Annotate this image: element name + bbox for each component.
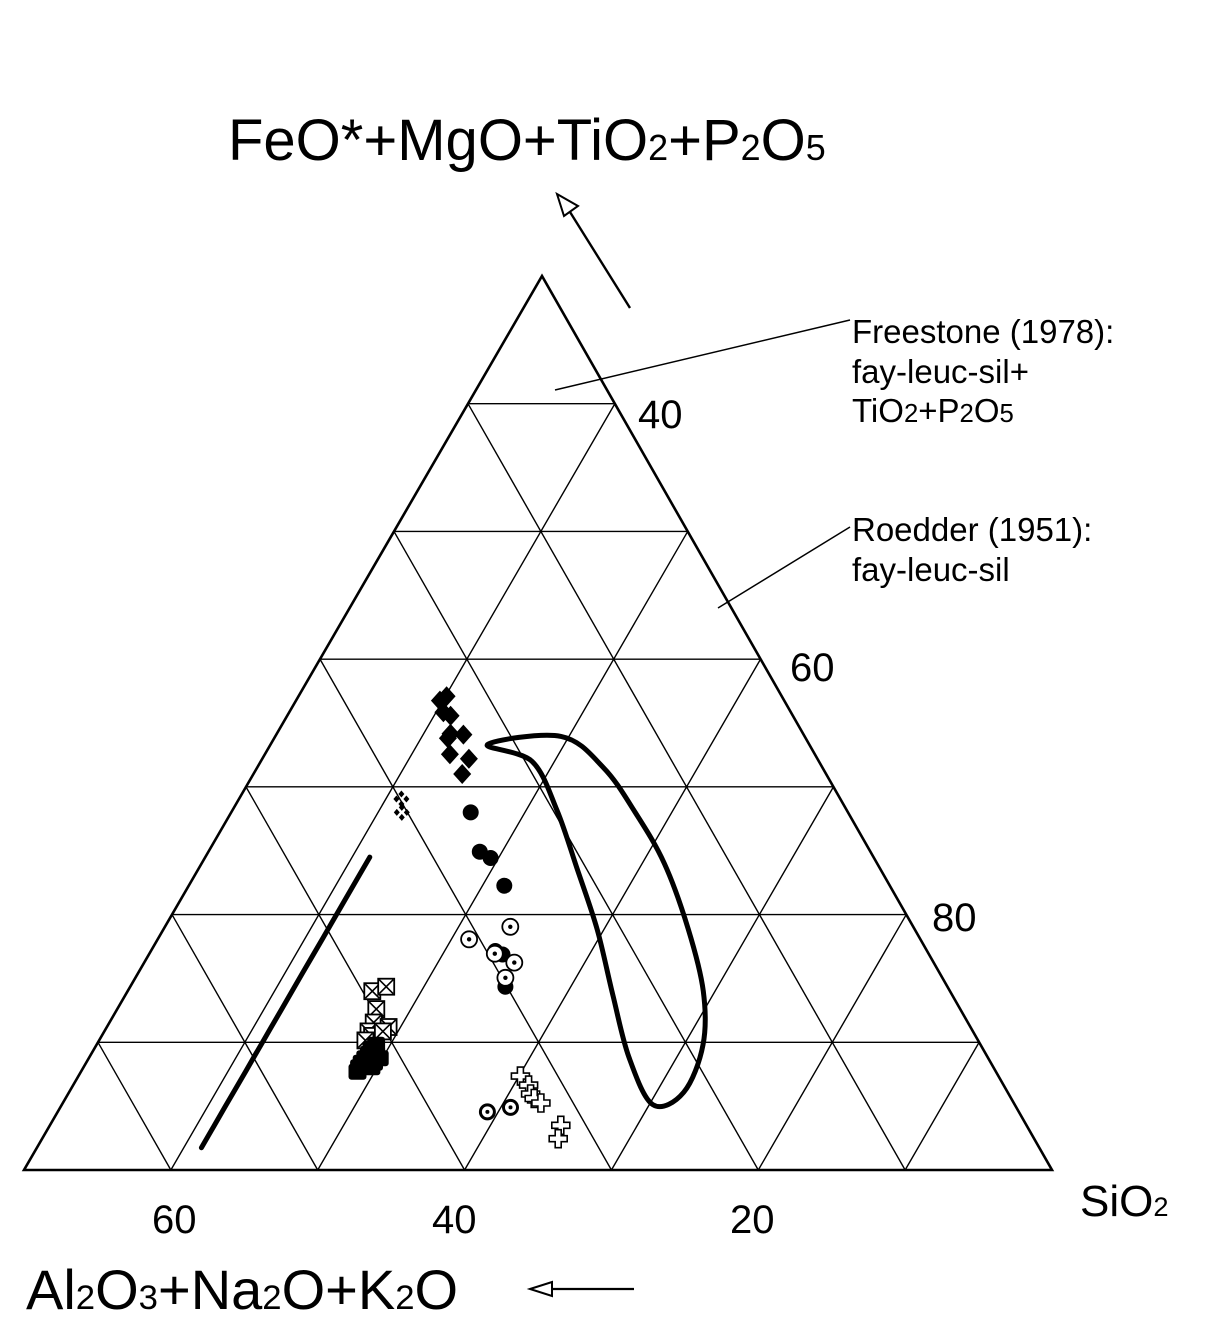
top-tick-label: 40	[638, 393, 683, 437]
cluster-diamond	[403, 808, 410, 816]
data-point	[550, 1115, 571, 1136]
data-point	[531, 1093, 551, 1113]
grid-line-left	[171, 914, 319, 1171]
center-dot	[512, 960, 517, 965]
annotation-line: TiO2+P2O5	[852, 392, 1014, 430]
left-tick-label: 60	[152, 1198, 197, 1242]
box-cross	[378, 979, 394, 995]
data-point	[440, 744, 459, 765]
data-point	[485, 944, 504, 963]
grid-line-right	[904, 1041, 980, 1171]
data-point	[441, 705, 460, 726]
annotation-leaders	[554, 319, 851, 609]
square-marker	[348, 1063, 367, 1080]
data-point	[370, 1050, 389, 1067]
cluster-diamond	[398, 803, 405, 811]
data-point	[502, 1098, 519, 1116]
grid-line-left	[245, 786, 466, 1171]
annotation-line: fay-leuc-sil+	[852, 352, 1029, 390]
cluster-diamond	[398, 790, 405, 798]
roedder-annotation: Roedder (1951): fay-leuc-sil	[852, 510, 1092, 589]
data-point	[393, 790, 410, 808]
data-point	[460, 930, 479, 949]
cluster-diamond	[403, 795, 410, 803]
diamond-marker	[437, 686, 456, 707]
left-tick-label: 20	[730, 1198, 775, 1242]
circle-marker	[482, 850, 499, 866]
freestone-leader-line	[554, 319, 851, 391]
grid-line-left	[319, 658, 613, 1171]
diamond-marker	[453, 764, 472, 784]
data-point	[496, 877, 513, 894]
data-point	[373, 1022, 392, 1041]
ternary-grid	[97, 403, 980, 1171]
freestone-curve	[198, 854, 373, 1151]
top-tick-label: 80	[932, 896, 977, 940]
data-point	[459, 748, 478, 769]
cluster-diamond	[393, 808, 400, 816]
center-dot	[503, 975, 508, 980]
circle-marker	[496, 877, 513, 894]
data-point	[501, 917, 520, 936]
data-point	[482, 850, 499, 866]
data-point	[505, 953, 524, 972]
data-point	[548, 1128, 569, 1149]
grid-line-left	[393, 531, 759, 1171]
diamond-marker	[438, 728, 457, 749]
top-axis-arrowhead	[555, 191, 580, 218]
data-point	[454, 724, 473, 745]
data-point	[462, 804, 479, 821]
circle-marker	[462, 804, 479, 821]
annotation-line: Roedder (1951):	[852, 511, 1093, 548]
left-axis-label: Al2O3+Na2O+K2O	[26, 1258, 459, 1321]
left-tick-label: 40	[432, 1198, 477, 1242]
diamond-marker	[441, 705, 460, 726]
grid-line-left	[97, 1041, 172, 1171]
data-point	[437, 686, 456, 707]
ternary-frame	[21, 273, 1055, 1172]
left-axis-arrowhead	[526, 1280, 553, 1298]
data-point	[348, 1063, 367, 1080]
triangle-outline	[21, 273, 1055, 1172]
annotation-line: fay-leuc-sil	[852, 550, 1010, 588]
plus-marker	[550, 1115, 571, 1136]
plus-marker	[531, 1093, 551, 1113]
center-dot	[466, 937, 472, 942]
box-cross	[375, 1023, 391, 1039]
box-cross	[364, 983, 380, 999]
square-marker	[370, 1050, 389, 1067]
grid-line-right	[463, 658, 762, 1171]
data-point	[438, 728, 457, 749]
top-axis-arrow-shaft	[568, 211, 632, 309]
top-axis-label: FeO*+MgO+TiO2+P2O5	[228, 108, 826, 173]
center-dot	[508, 924, 513, 929]
center-dot	[492, 951, 497, 956]
center-dot	[508, 1105, 513, 1110]
freestone-annotation: Freestone (1978): fay-leuc-sil+ TiO2+P2O…	[852, 312, 1114, 431]
diamond-marker	[459, 748, 478, 769]
data-point	[478, 1103, 496, 1121]
grid-line-right	[610, 786, 835, 1171]
annotation-line: Freestone (1978):	[852, 313, 1115, 350]
data-point	[393, 803, 410, 821]
reference-curves	[198, 732, 708, 1151]
top-tick-label: 60	[790, 646, 835, 690]
diamond-marker	[454, 724, 473, 745]
data-point	[496, 968, 515, 987]
diamond-marker	[440, 744, 459, 765]
right-axis-label: SiO2	[1080, 1177, 1169, 1226]
cluster-diamond	[393, 795, 400, 803]
grid-line-right	[757, 914, 907, 1171]
data-point	[377, 977, 396, 996]
data-point	[453, 764, 472, 784]
plus-marker	[548, 1128, 569, 1149]
roedder-leader-line	[717, 526, 851, 609]
axis-arrows	[526, 191, 634, 1298]
center-dot	[485, 1109, 490, 1114]
cluster-diamond	[398, 813, 405, 821]
data-points	[348, 686, 571, 1149]
roedder-field	[484, 732, 708, 1110]
